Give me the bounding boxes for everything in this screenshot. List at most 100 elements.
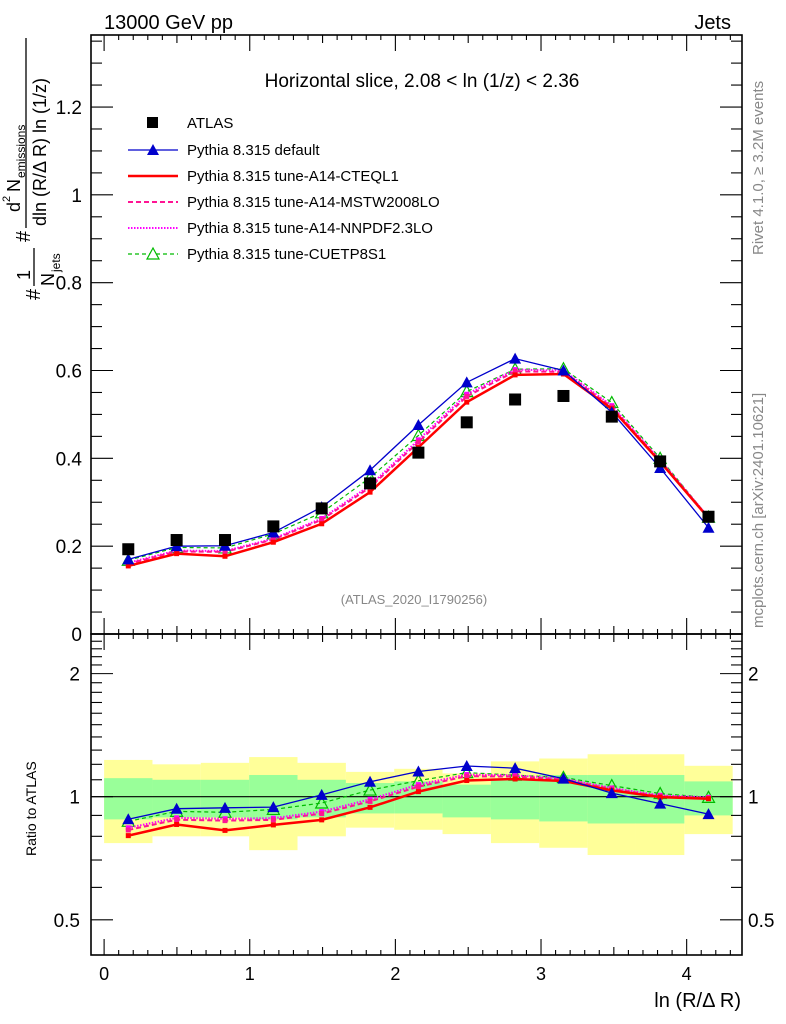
- legend-marker-cuetp8s1: [145, 246, 161, 260]
- main-series-0-marker: [654, 462, 667, 474]
- ratio-series-1-marker: [270, 822, 276, 828]
- main-series-4-line: [128, 368, 709, 561]
- ratio-series-2-marker: [367, 798, 373, 804]
- atlas-data-point: [364, 477, 377, 490]
- axes: 0 1 2 3 4 0 0.2 0.4 0.6 0.8 1 1.2 0.5 0.5 1 1 2 2: [54, 34, 774, 984]
- ratio-series-1-marker: [464, 778, 470, 784]
- ratio-series-2-marker: [319, 811, 325, 817]
- ratio-series-0-marker: [654, 797, 667, 809]
- ratio-series-1-marker: [657, 794, 663, 800]
- main-series-0-line: [128, 357, 710, 560]
- main-series-0-marker: [412, 418, 425, 430]
- main-series-1-marker: [319, 521, 325, 527]
- ratio-series-0-marker: [218, 801, 231, 813]
- y-tick-label-main: 0.2: [56, 537, 82, 558]
- main-series-0-marker: [122, 553, 135, 565]
- ratio-series-1-marker: [415, 789, 421, 795]
- main-series-3-line: [128, 368, 710, 564]
- ratio-series-0-marker: [267, 801, 280, 813]
- header-right: Jets: [694, 12, 731, 34]
- ratio-series-0-marker: [364, 775, 377, 787]
- ratio-series-4-marker: [314, 795, 329, 809]
- y-tick-label-main: 1.2: [56, 98, 82, 119]
- ratio-series-4-line: [128, 772, 709, 822]
- ratio-series-1-marker: [706, 796, 712, 802]
- legend-marker-default: [147, 144, 159, 155]
- main-series-2-marker: [222, 549, 228, 555]
- y-tick-label-ratio: 0.5: [54, 911, 80, 932]
- svg-text:dln (R/Δ R) ln (1/z): dln (R/Δ R) ln (1/z): [30, 78, 50, 226]
- x-axis-label: ln (R/Δ R): [654, 990, 741, 1012]
- ratio-series-1-marker: [367, 804, 373, 810]
- ratio-series-2-marker: [125, 827, 131, 833]
- atlas-data-point: [218, 534, 231, 547]
- svg-text:N: N: [4, 179, 24, 192]
- ratio-series-1-marker: [512, 776, 518, 782]
- svg-text:jets: jets: [49, 253, 63, 273]
- svg-text:d: d: [4, 202, 24, 212]
- main-series-2-line: [128, 370, 710, 565]
- atlas-data-point: [605, 410, 618, 423]
- y-tick-label-main: 0.8: [56, 274, 82, 295]
- main-series-0-marker: [364, 464, 377, 476]
- svg-text:#: #: [13, 230, 35, 242]
- rivet-label: Rivet 4.1.0, ≥ 3.2M events: [750, 81, 767, 255]
- main-series-2-marker: [415, 439, 421, 445]
- legend-label-nnpdf: Pythia 8.315 tune-A14-NNPDF2.3LO: [187, 220, 433, 237]
- ratio-series-0-marker: [122, 813, 135, 825]
- svg-text:N: N: [38, 273, 58, 286]
- legend-marker-atlas: [147, 117, 158, 128]
- main-series-1-marker: [367, 489, 373, 495]
- ratio-series-0-marker: [557, 772, 570, 784]
- legend-label-default: Pythia 8.315 default: [187, 142, 320, 159]
- svg-text:1: 1: [14, 270, 34, 280]
- ratio-series-0-marker: [702, 808, 715, 820]
- ratio-series-1-marker: [222, 827, 228, 833]
- mcplots-label: mcplots.cern.ch [arXiv:2401.10621]: [750, 393, 767, 628]
- y-axis-label-ratio: Ratio to ATLAS: [23, 761, 39, 856]
- x-tick-label: 3: [536, 964, 546, 984]
- ratio-series-0-marker: [509, 762, 522, 774]
- y-axis-label-main: # 1 N jets # d 2 N emissions dln (R/Δ R)…: [1, 38, 63, 300]
- ratio-series-0-marker: [170, 802, 183, 814]
- ratio-series-2-marker: [270, 817, 276, 823]
- main-series-1-marker: [512, 372, 518, 378]
- main-series-0-marker: [509, 352, 522, 364]
- green-band-bin: [104, 778, 153, 820]
- legend-label-cteql1: Pythia 8.315 tune-A14-CTEQL1: [187, 168, 399, 185]
- main-series-0-marker: [702, 521, 715, 533]
- atlas-data-point: [122, 543, 135, 556]
- ratio-series-4-marker: [363, 782, 378, 796]
- atlas-data-point: [654, 455, 667, 468]
- legend-label-atlas: ATLAS: [187, 115, 233, 132]
- ratio-series-1-marker: [125, 833, 131, 839]
- ratio-series-0-marker: [315, 788, 328, 800]
- ratio-series: [121, 759, 716, 839]
- ratio-series-1-marker: [319, 817, 325, 823]
- ratio-series-2-marker: [415, 784, 421, 790]
- ratio-series-0-marker: [412, 765, 425, 777]
- ratio-series-0-marker: [605, 787, 618, 799]
- analysis-watermark: (ATLAS_2020_I1790256): [341, 592, 487, 607]
- main-series-1-marker: [174, 551, 180, 557]
- main-series-1-marker: [125, 563, 131, 569]
- x-tick-label: 4: [682, 964, 692, 984]
- green-band-bin: [490, 779, 540, 820]
- atlas-data-point: [557, 389, 570, 402]
- main-series-2-marker: [512, 368, 518, 374]
- green-band-bin: [442, 784, 491, 818]
- main-series-2-marker: [464, 393, 470, 399]
- main-series-0-marker: [460, 376, 473, 388]
- svg-text:emissions: emissions: [14, 125, 28, 178]
- main-series-1-marker: [464, 399, 470, 405]
- main-series-1-line: [127, 372, 710, 568]
- ratio-series-2-marker: [222, 818, 228, 824]
- y-tick-label-ratio: 1: [69, 788, 80, 809]
- x-tick-label: 2: [390, 964, 400, 984]
- main-series: [121, 352, 716, 569]
- main-series-0-marker: [557, 364, 570, 376]
- atlas-data-point: [315, 502, 328, 515]
- y-tick-label-main: 0.4: [56, 449, 83, 470]
- atlas-data-point: [412, 446, 425, 459]
- x-tick-label: 1: [245, 964, 255, 984]
